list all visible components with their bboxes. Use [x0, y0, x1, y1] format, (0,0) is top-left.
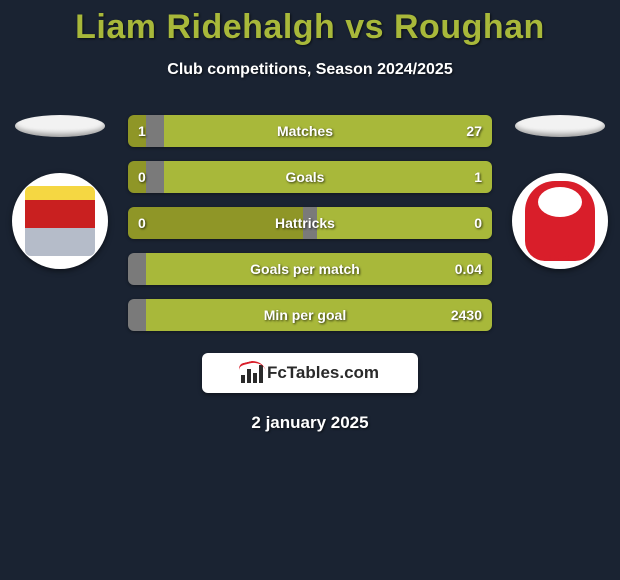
stat-left-value: 0 — [128, 169, 178, 185]
stat-bar: Goals per match0.04 — [128, 253, 492, 285]
stat-label: Min per goal — [178, 307, 432, 323]
stat-right-value: 27 — [432, 123, 492, 139]
main-row: 1Matches270Goals10Hattricks0Goals per ma… — [0, 115, 620, 331]
stat-right-value: 0.04 — [432, 261, 492, 277]
stats-list: 1Matches270Goals10Hattricks0Goals per ma… — [120, 115, 500, 331]
stat-label: Hattricks — [178, 215, 432, 231]
page-title: Liam Ridehalgh vs Roughan — [0, 8, 620, 47]
player-right-col: OLN CIT — [500, 115, 620, 269]
stat-right-value: 1 — [432, 169, 492, 185]
stat-bar: 0Hattricks0 — [128, 207, 492, 239]
player-left-col — [0, 115, 120, 269]
stat-right-value: 2430 — [432, 307, 492, 323]
stat-left-value: 1 — [128, 123, 178, 139]
crest-right-text: OLN CIT — [512, 254, 608, 263]
stat-right-value: 0 — [432, 215, 492, 231]
date-text: 2 january 2025 — [0, 413, 620, 433]
stat-bar: 1Matches27 — [128, 115, 492, 147]
stat-label: Goals — [178, 169, 432, 185]
flag-left — [15, 115, 105, 137]
chart-icon — [241, 363, 263, 383]
stat-label: Goals per match — [178, 261, 432, 277]
stat-bar: 0Goals1 — [128, 161, 492, 193]
stat-left-value: 0 — [128, 215, 178, 231]
club-crest-right: OLN CIT — [512, 173, 608, 269]
flag-right — [515, 115, 605, 137]
comparison-card: Liam Ridehalgh vs Roughan Club competiti… — [0, 0, 620, 433]
club-crest-left — [12, 173, 108, 269]
brand-text: FcTables.com — [267, 363, 379, 383]
brand-badge: FcTables.com — [202, 353, 418, 393]
stat-label: Matches — [178, 123, 432, 139]
stat-bar: Min per goal2430 — [128, 299, 492, 331]
subtitle: Club competitions, Season 2024/2025 — [0, 61, 620, 79]
